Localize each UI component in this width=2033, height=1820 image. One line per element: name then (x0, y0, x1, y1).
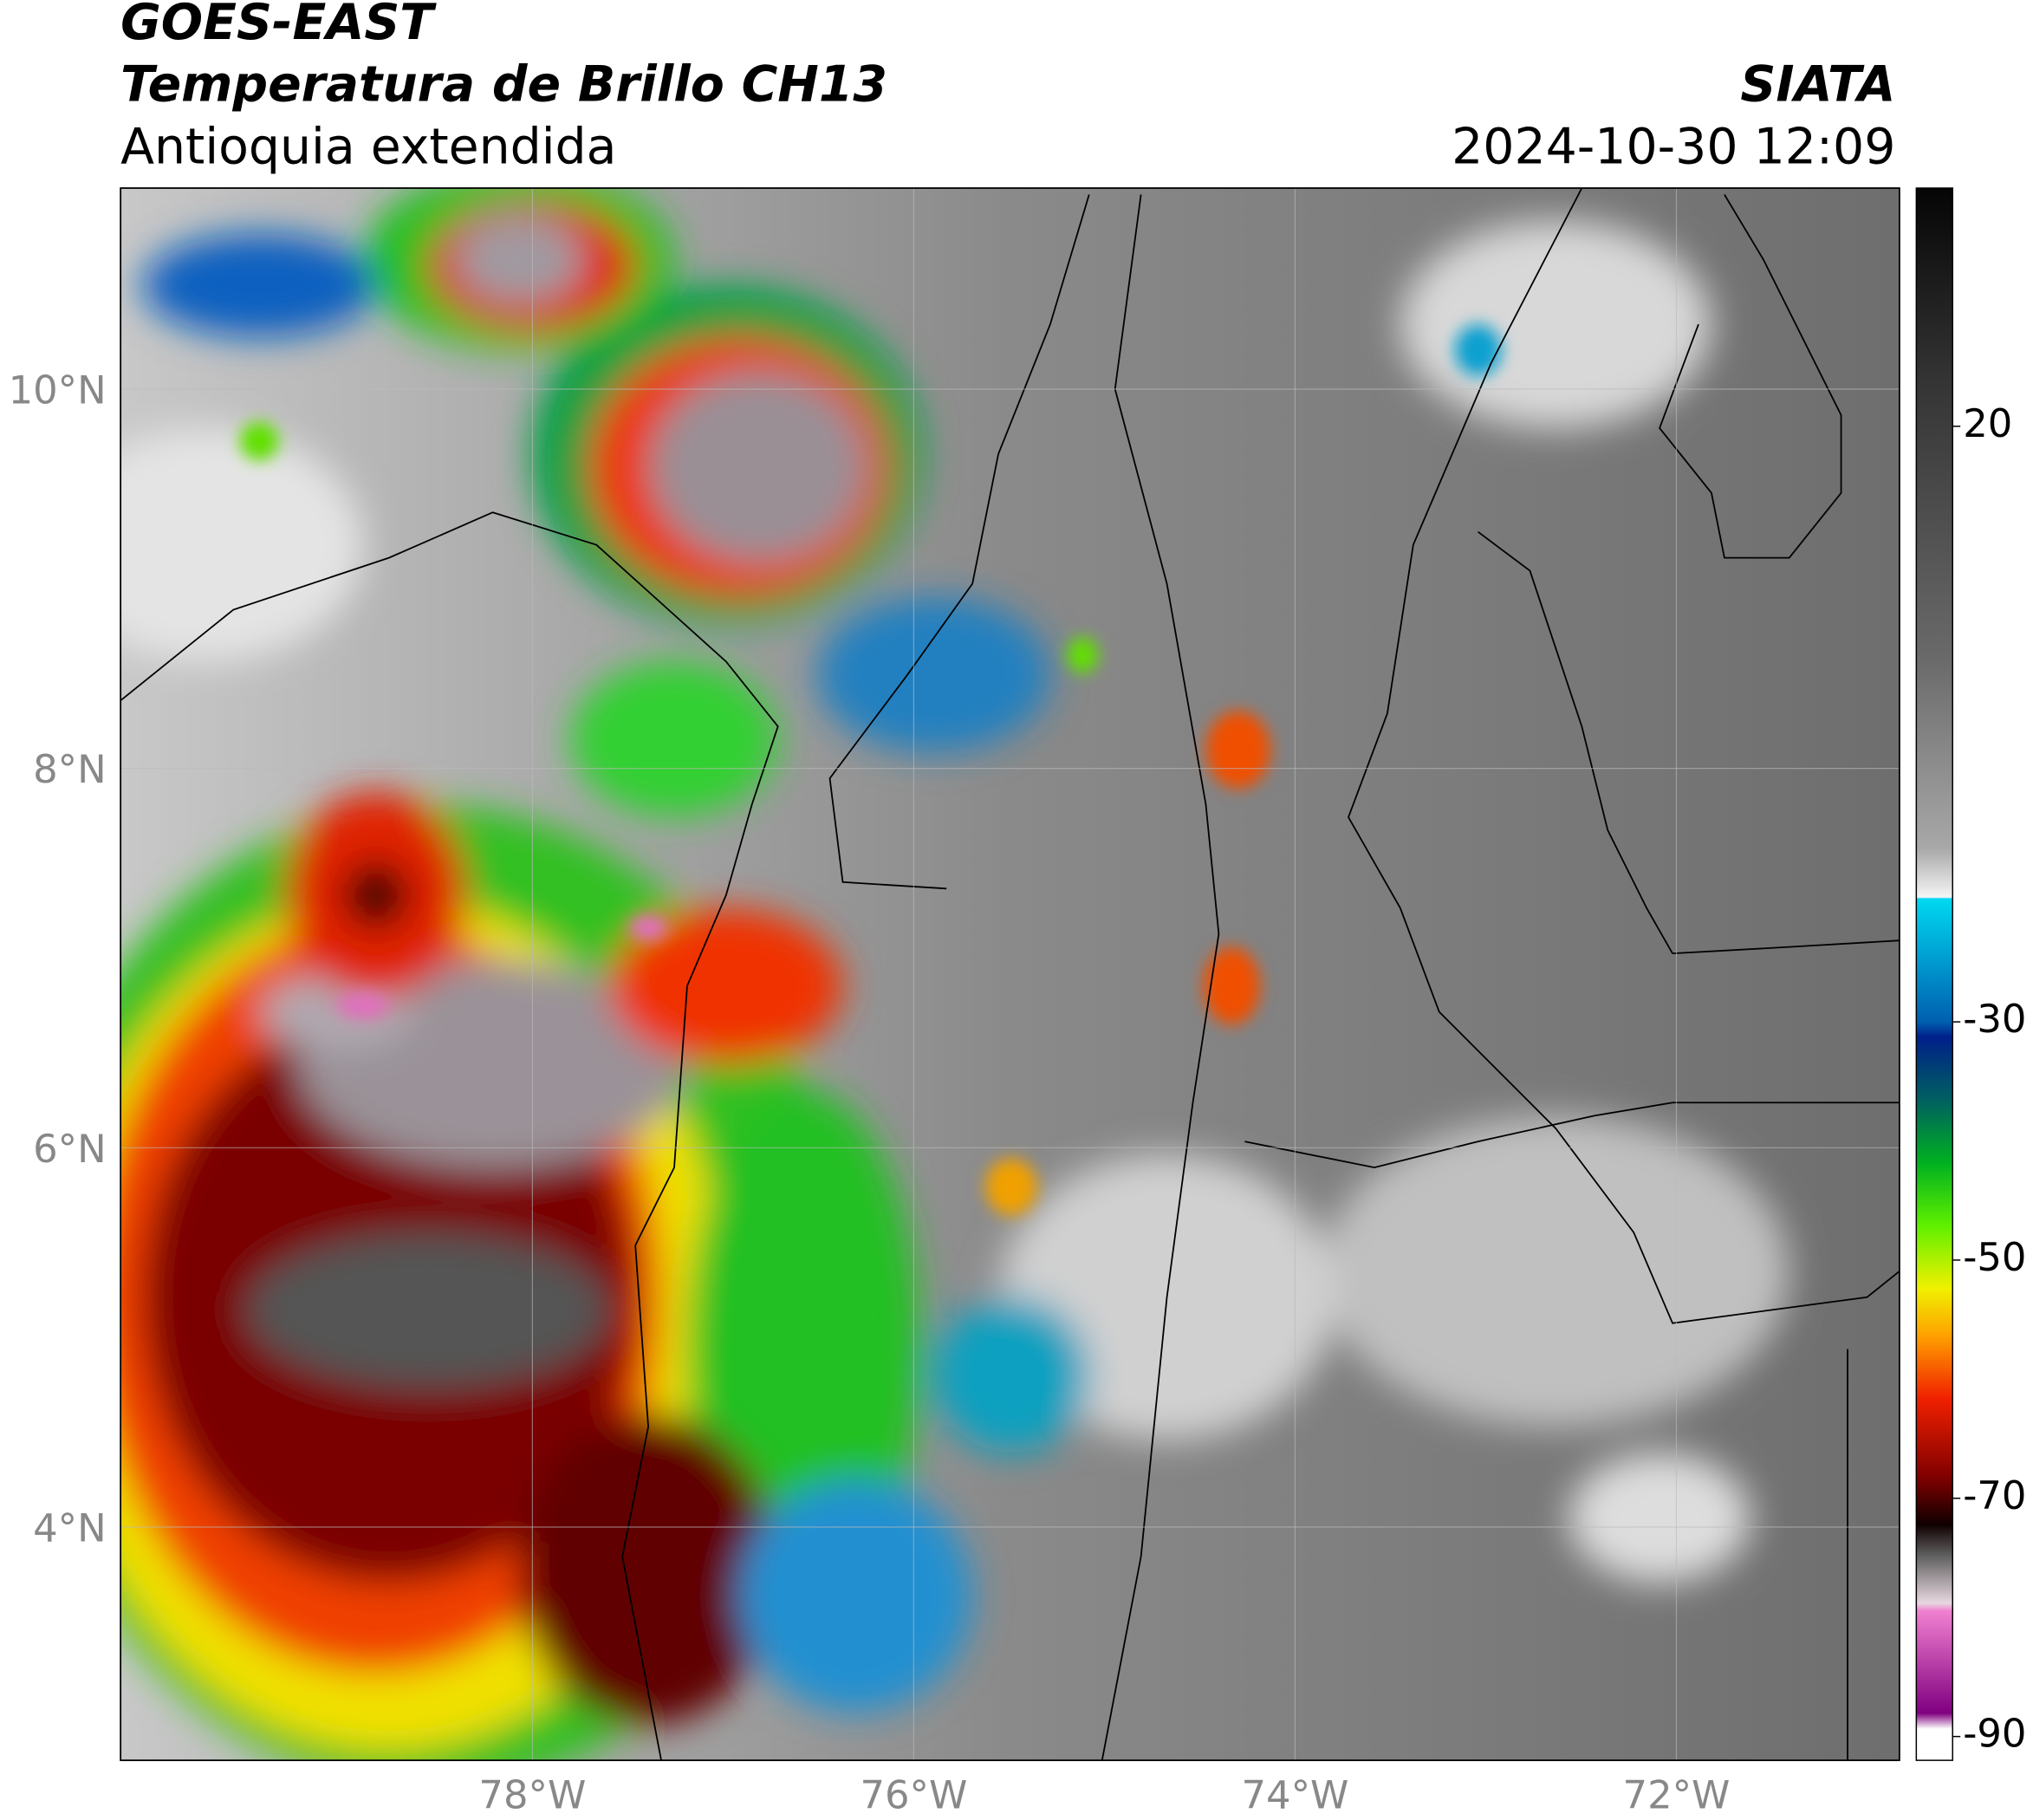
colorbar-label: -70 (1963, 1472, 2026, 1518)
lat-label: 8°N (33, 746, 107, 792)
colorbar-label: -50 (1963, 1234, 2026, 1280)
colorbar-label: 20 (1963, 400, 2012, 446)
agency: SIATA (1740, 56, 1895, 114)
timestamp: 2024-10-30 12:09 (1452, 119, 1895, 176)
lon-label: 78°W (478, 1772, 586, 1818)
colorbar-label: -30 (1963, 996, 2026, 1042)
axis-labels: 10°N 8°N 6°N 4°N 78°W 76°W 74°W 72°W 20 -30 -50 -70… (9, 367, 2027, 1817)
product-title: Temperatura de Brillo CH13 (120, 56, 887, 114)
cloud-field (120, 188, 1789, 1761)
lat-label: 6°N (33, 1126, 107, 1172)
lat-label: 4°N (33, 1505, 107, 1550)
lat-label: 10°N (9, 367, 107, 413)
colorbar-label: -90 (1963, 1711, 2026, 1757)
lon-label: 74°W (1241, 1772, 1348, 1818)
colorbar (1915, 187, 1953, 1761)
small-cells (239, 324, 1502, 1216)
lon-label: 72°W (1623, 1772, 1731, 1818)
satellite-image (120, 188, 1900, 1761)
region-subtitle: Antioquia extendida (120, 119, 616, 176)
map-frame (120, 187, 1900, 1762)
graticule (120, 188, 1900, 1761)
lon-label: 76°W (860, 1772, 967, 1818)
satellite-title: GOES-EAST (120, 0, 437, 51)
